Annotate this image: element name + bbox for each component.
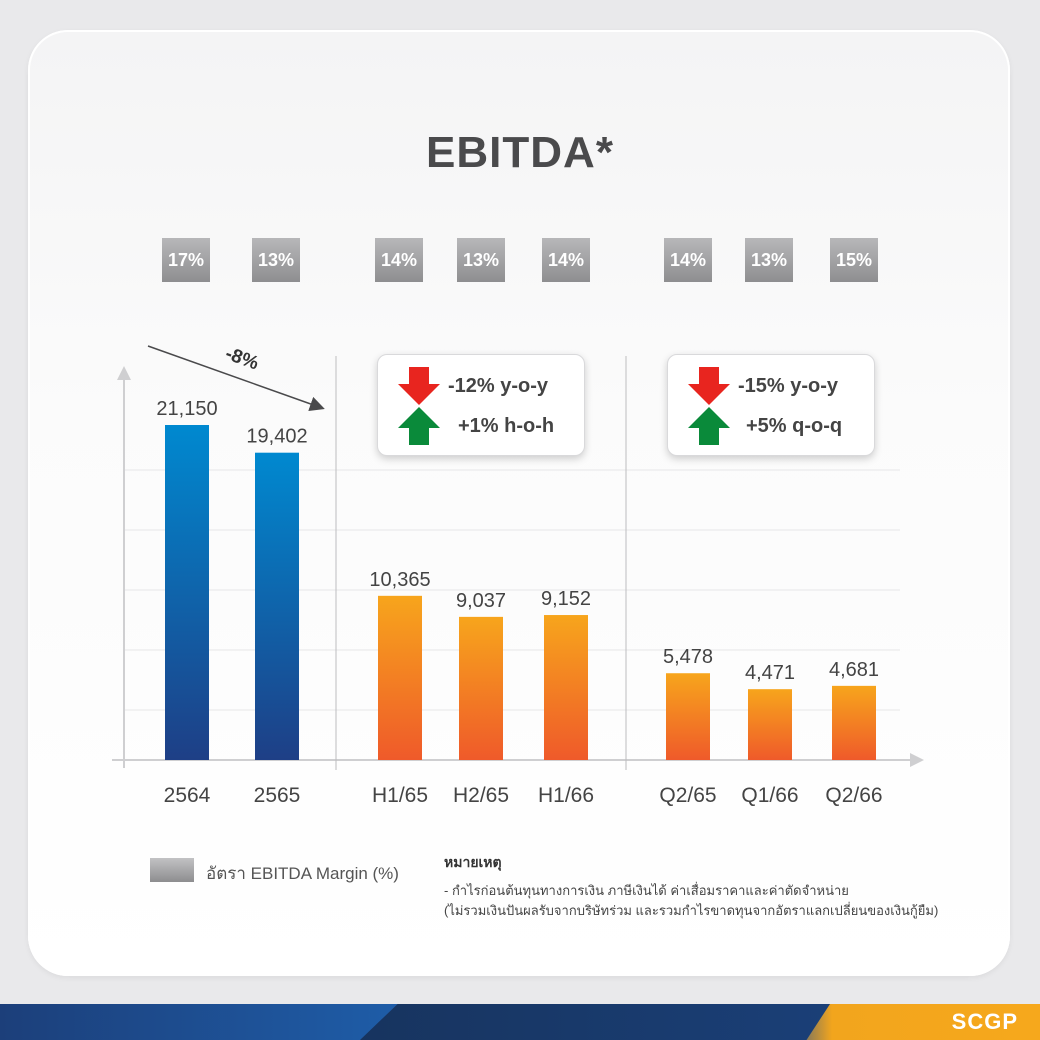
annual-change-label: -8% — [222, 343, 261, 374]
legend-swatch — [150, 858, 194, 882]
bar-Q2-66 — [832, 685, 876, 760]
half-year-comparison-box: -12% y-o-y +1% h-o-h — [377, 354, 585, 456]
qoq-change: +5% q-o-q — [746, 415, 843, 437]
qoq-row: +5% q-o-q — [688, 407, 868, 447]
margin-badge: 14% — [542, 238, 590, 282]
bar-2565 — [255, 452, 299, 760]
margin-badge: 17% — [162, 238, 210, 282]
footer-accent — [360, 1004, 830, 1040]
legend-label: อัตรา EBITDA Margin (%) — [206, 864, 399, 883]
chart-title: EBITDA* — [426, 128, 614, 177]
yoy-change: -15% y-o-y — [738, 375, 839, 397]
x-tick-label: H1/65 — [372, 784, 428, 807]
bar-Q1-66 — [748, 689, 792, 760]
yoy-change: -12% y-o-y — [448, 375, 549, 397]
margin-badge: 13% — [252, 238, 300, 282]
brand-logo: SCGP — [951, 1009, 1018, 1034]
bar-value-label: 5,478 — [663, 646, 713, 668]
trend-arrow — [147, 345, 325, 412]
x-tick-label: 2565 — [254, 784, 301, 807]
x-tick-label: Q2/65 — [659, 784, 716, 807]
yoy-row: -12% y-o-y — [398, 367, 578, 407]
x-tick-label: 2564 — [164, 784, 211, 807]
bar-value-label: 9,152 — [541, 588, 591, 610]
bar-Q2-65 — [666, 673, 710, 760]
bar-value-label: 9,037 — [456, 590, 506, 612]
margin-badge: 15% — [830, 238, 878, 282]
bar-value-label: 4,681 — [829, 659, 879, 681]
note-line-2: (ไม่รวมเงินปันผลรับจากบริษัทร่วม และรวมก… — [444, 903, 939, 918]
x-tick-label: H2/65 — [453, 784, 509, 807]
margin-badge: 14% — [664, 238, 712, 282]
yoy-row: -15% y-o-y — [688, 367, 868, 407]
bar-value-label: 21,150 — [156, 398, 217, 420]
bar-value-label: 19,402 — [246, 426, 307, 448]
bar-series: 21,150 2564 19,402 2565 10,365 H1/65 9,037 H2/6… — [156, 398, 882, 807]
quarter-comparison-box: -15% y-o-y +5% q-o-q — [667, 354, 875, 456]
x-tick-label: Q2/66 — [825, 784, 882, 807]
margin-badge: 13% — [745, 238, 793, 282]
arrow-down-icon — [688, 367, 730, 405]
note-line-1: - กำไรก่อนต้นทุนทางการเงิน ภาษีเงินได้ ค… — [444, 883, 849, 898]
x-tick-label: Q1/66 — [741, 784, 798, 807]
x-tick-label: H1/66 — [538, 784, 594, 807]
bar-value-label: 10,365 — [369, 569, 430, 591]
bar-2564 — [165, 425, 209, 760]
hoh-change: +1% h-o-h — [458, 415, 555, 437]
arrow-up-icon — [398, 407, 440, 445]
margin-badge: 13% — [457, 238, 505, 282]
bar-H1-65 — [378, 595, 422, 760]
arrow-down-icon — [398, 367, 440, 405]
bar-value-label: 4,471 — [745, 662, 795, 684]
y-axis-arrow — [117, 366, 131, 380]
margin-badge: 14% — [375, 238, 423, 282]
hoh-row: +1% h-o-h — [398, 407, 578, 447]
bar-H1-66 — [544, 615, 588, 760]
x-axis-arrow — [910, 753, 924, 767]
bar-H2-65 — [459, 616, 503, 760]
note-title: หมายเหตุ — [444, 854, 502, 870]
arrow-up-icon — [688, 407, 730, 445]
